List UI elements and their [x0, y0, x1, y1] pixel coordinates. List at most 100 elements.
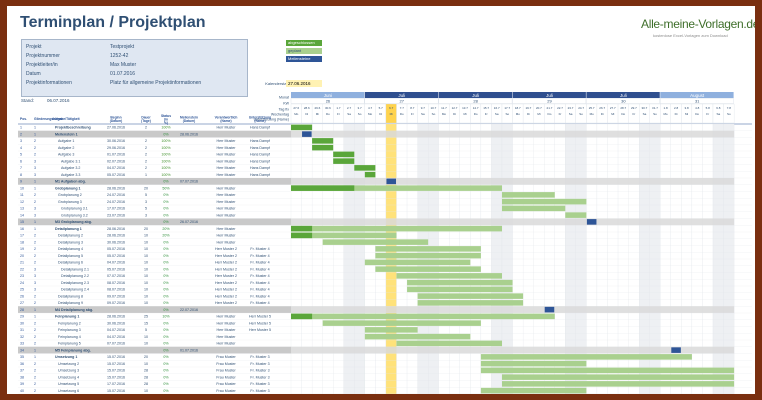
column-header: Dauer: [141, 116, 151, 120]
row-status: 0%: [163, 207, 169, 211]
weekday-label: Do: [326, 112, 330, 116]
kw-cell: [290, 98, 365, 104]
row-responsible: Herr Muster 2: [215, 247, 237, 251]
row-task: Projektbeschreibung: [55, 126, 91, 130]
row-task: Detailplanung 9: [58, 301, 83, 305]
task-bar: [565, 212, 587, 218]
row-start: 23.07.2016: [107, 213, 125, 217]
day-number: 30.7: [642, 106, 648, 110]
row-start: 17.07.2016: [107, 382, 125, 386]
weekday-label: Fr: [632, 112, 635, 116]
row-status: 100%: [161, 139, 171, 143]
row-responsible: Herr Muster: [217, 234, 237, 238]
row-support: Hans Dampf: [250, 146, 270, 150]
day-number: 9.7: [421, 106, 426, 110]
month-band: [438, 92, 513, 98]
row-level: 2: [34, 234, 36, 238]
milestone-marker: [302, 131, 312, 137]
brand-tagline: kostenlose Excel-Vorlagen zum Download: [653, 33, 728, 38]
info-value-number[interactable]: 1252-42: [110, 53, 129, 59]
row-responsible: Herr Muster 2: [215, 274, 237, 278]
row-start: 28.06.2016: [107, 315, 125, 319]
row-pos: 4: [20, 146, 22, 150]
row-responsible: Herr Muster 2: [215, 294, 237, 298]
milestone-row-band: [18, 130, 291, 138]
info-value-date[interactable]: 01.07.2016: [110, 71, 136, 77]
row-pos: 39: [20, 382, 24, 386]
task-bar: [333, 158, 355, 164]
row-status: 0%: [163, 342, 169, 346]
row-level: 2: [34, 362, 36, 366]
row-status: 100%: [161, 173, 171, 177]
task-bar: [375, 252, 481, 259]
row-level: 2: [34, 240, 36, 244]
project-info-panel: Projekt Testprojekt Projektnummer 1252-4…: [21, 39, 248, 97]
task-bar: [502, 205, 566, 212]
row-support: Herr Muster 5: [249, 315, 271, 319]
task-bar: [375, 266, 481, 272]
row-start: 29.06.2016: [107, 146, 125, 150]
row-start: 09.07.2016: [107, 301, 125, 305]
weekday-label: Mi: [611, 112, 614, 116]
weekday-label: Do: [621, 112, 625, 116]
column-header: Unterstützung: [249, 116, 271, 120]
task-bar: [480, 367, 735, 374]
row-milestone-date: 07.07.2016: [180, 180, 198, 184]
row-pos: 33: [20, 342, 24, 346]
info-label-number: Projektnummer: [26, 53, 60, 59]
row-duration: 2: [145, 139, 147, 143]
day-number: 7.8: [727, 106, 732, 110]
row-milestone-date: 26.07.2016: [180, 220, 198, 224]
row-start: 04.07.2016: [107, 261, 125, 265]
info-value-details[interactable]: Platz für allgemeine Projektinformatione…: [110, 80, 202, 86]
brand-logo[interactable]: Alle-meine-Vorlagen.de: [641, 17, 755, 31]
row-support: Fr. Muster 3: [250, 375, 269, 379]
row-pos: 7: [20, 166, 22, 170]
row-start: 28.06.2016: [107, 186, 125, 190]
row-level: 3: [34, 274, 36, 278]
day-number: 1.8: [663, 106, 668, 110]
row-level: 3: [34, 207, 36, 211]
column-header: (Name): [220, 119, 231, 123]
row-task: Detailplanung 4: [58, 247, 83, 251]
calendar-start-label: Kalenderstart: [265, 81, 289, 86]
info-value-manager[interactable]: Max Muster: [110, 62, 137, 68]
weekday-label: So: [727, 112, 731, 116]
weekday-label: Mo: [294, 112, 298, 116]
day-number: 24.7: [578, 106, 584, 110]
row-status: 0%: [163, 281, 169, 285]
kw-label: 28: [473, 99, 478, 104]
weekday-label: Fr: [337, 112, 340, 116]
task-bar: [502, 198, 587, 205]
weekday-label: Di: [305, 112, 308, 116]
month-band: [660, 92, 734, 98]
row-task: Umsetzung 5: [58, 382, 79, 386]
kw-cell: [586, 98, 660, 104]
row-task: Meilenstein 1: [55, 132, 78, 136]
row-responsible: Herr Muster: [217, 186, 237, 190]
row-level: 2: [34, 301, 36, 305]
month-band: [586, 92, 660, 98]
info-value-project[interactable]: Testprojekt: [110, 44, 135, 50]
row-status: 0%: [163, 193, 169, 197]
row-level: 1: [34, 126, 36, 130]
stand-date[interactable]: 06.07.2016: [47, 98, 70, 103]
row-support: Fr. Muster 4: [250, 267, 269, 271]
row-task: Umsetzung 2: [58, 362, 79, 366]
month-band: [512, 92, 586, 98]
row-status: 0%: [163, 301, 169, 305]
row-status: 0%: [163, 220, 169, 224]
row-duration: 10: [144, 288, 148, 292]
weekday-label: Fr: [559, 112, 562, 116]
row-level: 2: [34, 382, 36, 386]
row-task: Grobplanung 1: [55, 186, 81, 190]
row-responsible: Herr Muster: [217, 166, 237, 170]
row-level: 1: [34, 227, 36, 231]
row-start: 01.07.2016: [107, 153, 125, 157]
row-pos: 2: [20, 132, 22, 136]
kw-cell: [364, 98, 439, 104]
month-band: [364, 92, 439, 98]
row-pos: 9: [20, 180, 22, 184]
weekday-label: Mo: [516, 112, 520, 116]
calendar-start-input[interactable]: 27.06.2016: [286, 80, 322, 87]
